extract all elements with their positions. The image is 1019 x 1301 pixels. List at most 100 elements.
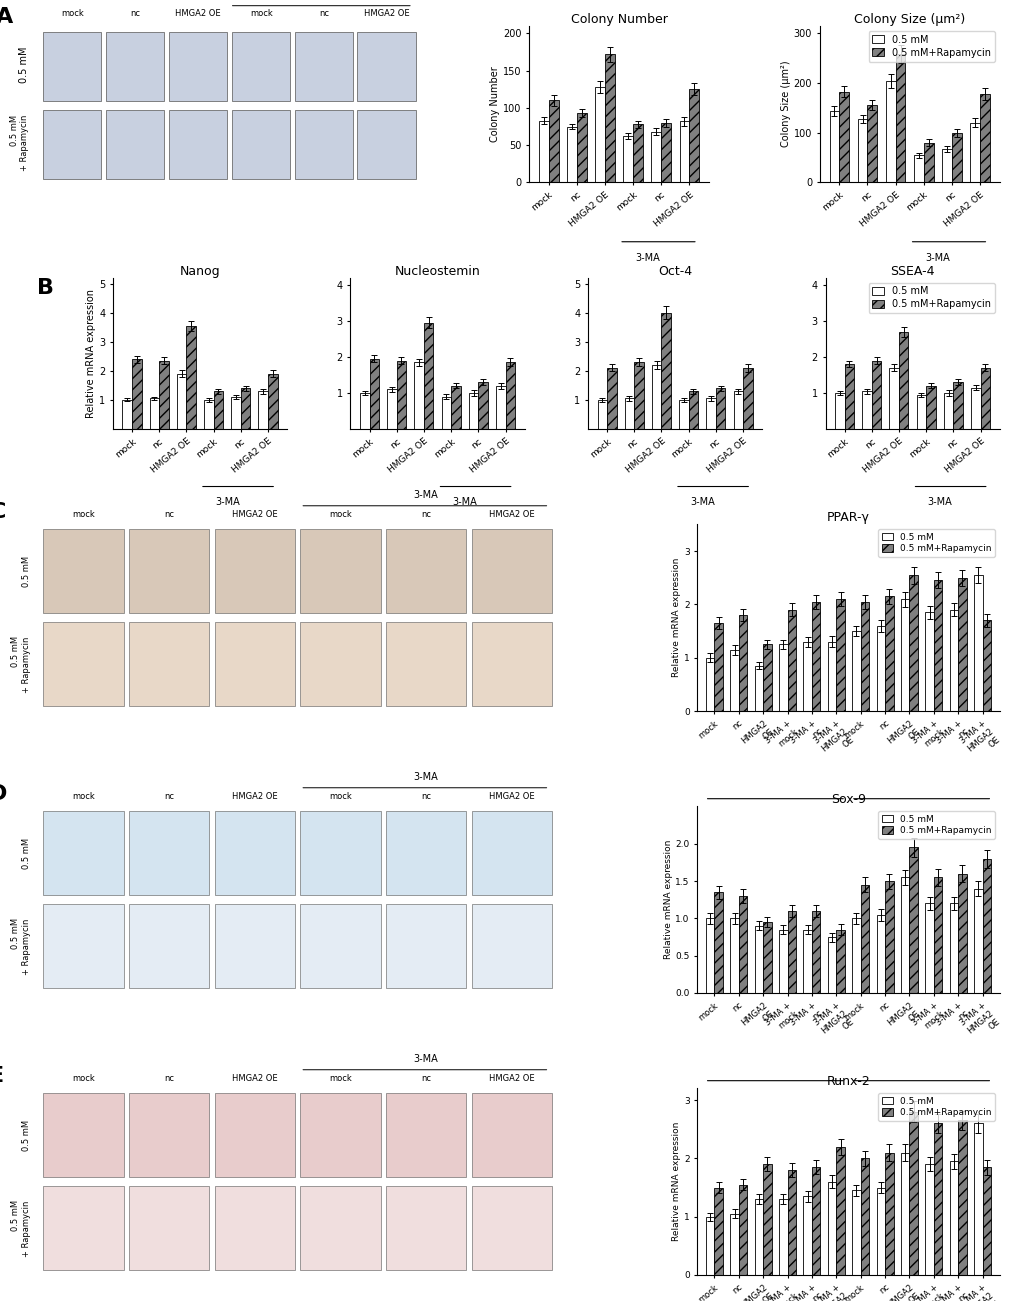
Bar xyxy=(300,622,380,706)
Text: 3-MA: 3-MA xyxy=(924,252,950,263)
Bar xyxy=(779,644,787,712)
Bar xyxy=(548,100,558,182)
Bar xyxy=(213,392,223,429)
Bar xyxy=(811,1167,819,1275)
Bar xyxy=(754,666,762,712)
Bar xyxy=(597,399,606,429)
Bar xyxy=(925,386,934,429)
Bar xyxy=(909,575,917,712)
Bar xyxy=(827,641,836,712)
Bar xyxy=(414,363,424,429)
Bar xyxy=(595,87,604,182)
Bar xyxy=(981,621,990,712)
Bar xyxy=(176,373,186,429)
Bar xyxy=(730,649,738,712)
Bar xyxy=(471,1093,551,1177)
Bar xyxy=(836,929,844,993)
Bar xyxy=(875,1188,884,1275)
Bar xyxy=(128,904,209,989)
Bar xyxy=(300,904,380,989)
Bar xyxy=(951,133,961,182)
Text: 0.5 mM
+ Rapamycin: 0.5 mM + Rapamycin xyxy=(10,114,30,172)
Y-axis label: Relative mRNA expression: Relative mRNA expression xyxy=(672,558,681,678)
Bar xyxy=(44,1187,123,1270)
Bar xyxy=(300,530,380,613)
Bar xyxy=(844,364,853,429)
Bar xyxy=(857,118,866,182)
Bar xyxy=(44,811,123,895)
Bar xyxy=(932,580,942,712)
Legend: 0.5 mM, 0.5 mM+Rapamycin: 0.5 mM, 0.5 mM+Rapamycin xyxy=(867,282,994,314)
Title: Oct-4: Oct-4 xyxy=(657,264,692,277)
Bar xyxy=(44,904,123,989)
Bar xyxy=(851,631,860,712)
Text: mock: mock xyxy=(250,9,272,18)
Bar xyxy=(633,125,642,182)
Bar xyxy=(981,1167,990,1275)
Bar xyxy=(924,613,932,712)
Bar xyxy=(471,622,551,706)
Bar xyxy=(385,904,466,989)
Bar xyxy=(861,392,871,429)
Bar xyxy=(779,929,787,993)
Bar xyxy=(730,919,738,993)
Bar xyxy=(913,155,923,182)
Text: nc: nc xyxy=(421,1073,431,1082)
Text: 14 d: 14 d xyxy=(911,1095,930,1105)
Bar xyxy=(898,332,908,429)
Bar xyxy=(150,398,159,429)
Text: nc: nc xyxy=(164,510,174,519)
Bar xyxy=(900,1153,909,1275)
Text: 3-MA: 3-MA xyxy=(414,1054,438,1064)
Bar xyxy=(471,904,551,989)
Bar xyxy=(705,398,715,429)
Text: nc: nc xyxy=(421,792,431,801)
Bar xyxy=(924,903,932,993)
Title: Nucleostemin: Nucleostemin xyxy=(394,264,480,277)
Y-axis label: Relative mRNA expression: Relative mRNA expression xyxy=(663,840,672,959)
Bar xyxy=(214,530,294,613)
Bar xyxy=(762,922,771,993)
Title: Colony Size (μm²): Colony Size (μm²) xyxy=(853,13,964,26)
Bar xyxy=(828,112,839,182)
Bar xyxy=(240,388,250,429)
Bar xyxy=(186,325,196,429)
Bar xyxy=(43,111,101,180)
Bar xyxy=(866,105,876,182)
Bar xyxy=(214,1187,294,1270)
Bar xyxy=(360,393,369,429)
Bar xyxy=(294,33,353,101)
Title: Nanog: Nanog xyxy=(179,264,220,277)
Bar xyxy=(924,1164,932,1275)
Bar xyxy=(787,911,795,993)
Bar xyxy=(651,366,660,429)
Bar xyxy=(268,373,277,429)
Y-axis label: Relative mRNA expression: Relative mRNA expression xyxy=(87,289,96,418)
Bar xyxy=(634,362,643,429)
Bar xyxy=(884,81,895,182)
Bar xyxy=(300,1093,380,1177)
Bar xyxy=(660,122,671,182)
Bar xyxy=(478,382,487,429)
Bar xyxy=(979,94,988,182)
Title: PPAR-γ: PPAR-γ xyxy=(826,511,869,524)
Text: nc: nc xyxy=(164,1073,174,1082)
Bar xyxy=(835,393,844,429)
Bar xyxy=(128,530,209,613)
Bar xyxy=(441,397,450,429)
Bar xyxy=(953,382,962,429)
Bar xyxy=(981,859,990,993)
Bar xyxy=(606,368,615,429)
Bar xyxy=(604,55,614,182)
Text: HMGA2 OE: HMGA2 OE xyxy=(364,9,410,18)
Bar xyxy=(43,33,101,101)
Bar xyxy=(787,610,795,712)
Text: HMGA2 OE: HMGA2 OE xyxy=(232,792,277,801)
Bar xyxy=(214,1093,294,1177)
Bar xyxy=(679,121,689,182)
Bar xyxy=(949,610,957,712)
Bar xyxy=(787,1170,795,1275)
Bar xyxy=(884,596,893,712)
Title: SSEA-4: SSEA-4 xyxy=(890,264,933,277)
Bar xyxy=(44,622,123,706)
